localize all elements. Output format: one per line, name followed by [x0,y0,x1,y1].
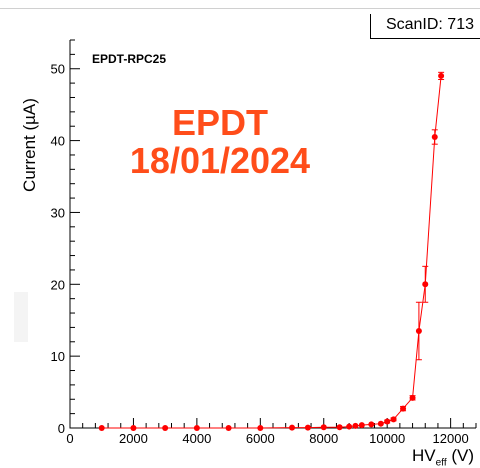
x-tick-label: 0 [66,431,73,446]
data-point [289,424,296,431]
y-tick-label: 40 [51,134,65,149]
data-point [358,422,365,429]
y-axis-label: Current (µA) [20,98,39,192]
x-tick-label: 8000 [309,431,338,446]
data-point [431,134,438,140]
data-point [336,424,343,431]
data-point [438,72,445,79]
x-tick-label: 12000 [433,431,469,446]
x-tick-label: 10000 [369,431,405,446]
data-point [193,425,200,431]
data-point [257,425,264,431]
y-tick-label: 20 [51,277,65,292]
data-point [225,425,232,431]
data-point [162,425,169,431]
data-point [320,424,327,431]
x-tick-label: 2000 [119,431,148,446]
stamp-line-1: EPDT [171,102,268,143]
date-stamp: EPDT 18/01/2024 [130,104,310,180]
y-tick-label: 50 [51,62,65,77]
x-tick-label: 4000 [182,431,211,446]
data-point [422,281,429,288]
x-axis-label: HVeff (V) [412,446,474,468]
x-axis-label-main: HV [412,446,436,465]
data-point [98,425,105,431]
data-point [352,422,359,429]
scan-artifact [14,292,28,342]
data-point [130,425,137,431]
data-point [346,423,353,430]
data-point [368,421,375,428]
x-axis-label-unit: (V) [451,446,474,465]
data-point [390,416,397,423]
x-axis-label-subscript: eff [435,457,447,468]
data-point [415,328,422,334]
y-tick-label: 0 [58,421,65,436]
scan-id-label: ScanID: 713 [385,16,474,33]
y-tick-label: 30 [51,205,65,220]
top-separator [0,8,480,9]
data-point [377,420,384,427]
stamp-line-2: 18/01/2024 [129,140,311,181]
scan-id-box [370,14,480,39]
data-point [304,424,311,431]
data-point [384,418,391,425]
y-tick-label: 10 [51,349,65,364]
data-point [400,405,407,412]
data-point [409,394,416,401]
x-tick-label: 6000 [246,431,275,446]
run-label: EPDT-RPC25 [92,52,167,66]
